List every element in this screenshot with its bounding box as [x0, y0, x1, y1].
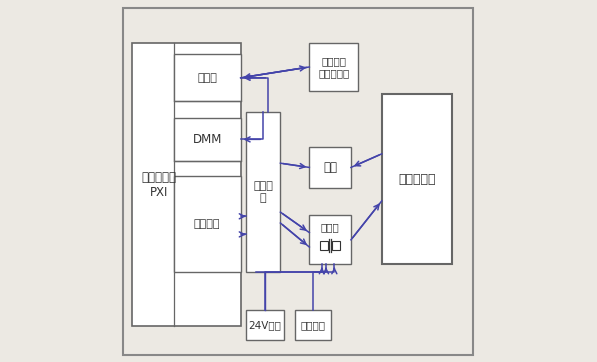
Bar — [309, 147, 351, 188]
Text: 接口单
元: 接口单 元 — [253, 181, 273, 203]
Bar — [381, 94, 453, 264]
Bar — [309, 43, 358, 90]
Text: 继电器: 继电器 — [321, 223, 340, 233]
Bar — [246, 310, 284, 340]
Text: 矩阵开关: 矩阵开关 — [194, 219, 220, 228]
Text: 24V电源: 24V电源 — [248, 320, 281, 330]
Text: 工业计算机
PXI: 工业计算机 PXI — [141, 171, 177, 199]
Text: 用户设备: 用户设备 — [300, 320, 325, 330]
Bar — [246, 112, 281, 272]
Bar — [174, 118, 241, 161]
Bar — [321, 241, 328, 250]
Text: 键盘、鼠
标、显示器: 键盘、鼠 标、显示器 — [318, 56, 349, 78]
Bar — [332, 241, 340, 250]
Bar — [132, 43, 241, 326]
Bar — [295, 310, 331, 340]
Text: 被测电路板: 被测电路板 — [398, 173, 436, 186]
Bar — [174, 176, 241, 272]
Text: DMM: DMM — [192, 133, 221, 146]
Bar — [309, 215, 351, 264]
Text: 针床: 针床 — [323, 161, 337, 174]
Bar — [174, 54, 241, 101]
Text: 控制器: 控制器 — [197, 73, 217, 83]
